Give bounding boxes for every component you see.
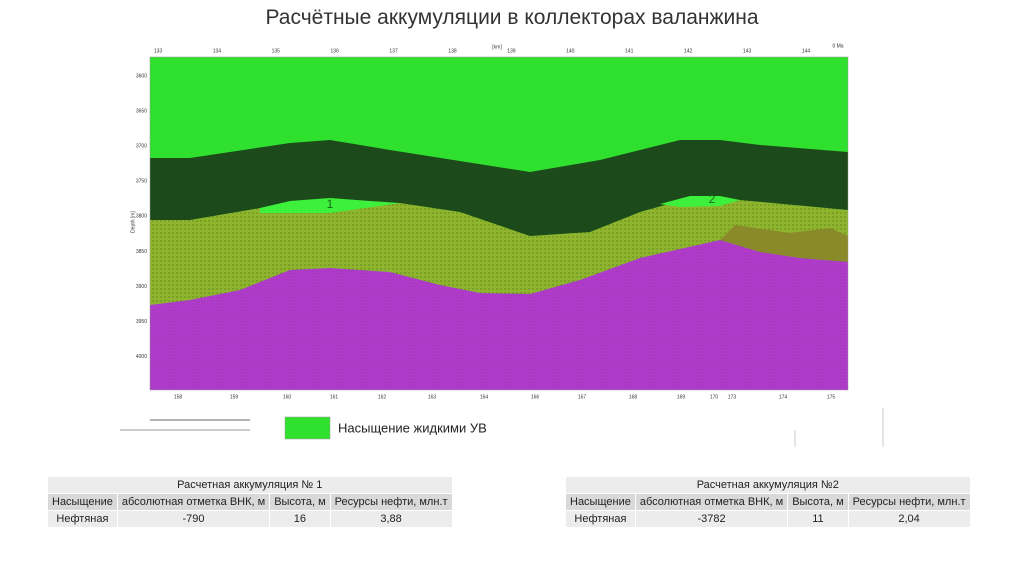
top-tick-label: 140 — [566, 48, 575, 54]
table-cell: Расчетная аккумуляция № 1 — [47, 476, 453, 494]
top-tick-label: 133 — [154, 48, 163, 54]
table-cell: 11 — [787, 510, 849, 528]
accumulation-table: Расчетная аккумуляция № 1 Насыщение абсолю… — [47, 476, 453, 528]
bottom-tick-label: 162 — [378, 394, 387, 400]
top-tick-label: 144 — [802, 48, 811, 54]
table-cell: Ресурсы нефти, млн.т — [329, 493, 453, 511]
reservoir-layer — [150, 198, 848, 305]
zone-label: 2 — [709, 192, 716, 206]
depth-tick-label: 3650 — [136, 108, 147, 114]
table-row: Насыщение абсолютная отметка ВНК, м Высота… — [565, 493, 971, 511]
bottom-tick-label: 166 — [531, 394, 540, 400]
basement-layer — [150, 240, 848, 390]
depth-tick-label: 3750 — [136, 179, 147, 185]
accumulation-table: Расчетная аккумуляция №2 Насыщение абсолют… — [565, 476, 971, 528]
bottom-tick-label: 164 — [480, 394, 489, 400]
top-tick-label: 138 — [448, 48, 457, 54]
depth-label: Depth [m] — [130, 211, 136, 233]
table-row: Расчетная аккумуляция №2 — [565, 476, 971, 494]
table-cell: Расчетная аккумуляция №2 — [565, 476, 971, 494]
axis-unit: [km] — [492, 44, 502, 50]
depth-tick-label: 3800 — [136, 214, 147, 220]
bottom-tick-label: 167 — [578, 394, 587, 400]
zone-label: 1 — [327, 197, 334, 211]
table-cell: Ресурсы нефти, млн.т — [847, 493, 971, 511]
table-cell: 2,04 — [847, 510, 971, 528]
bottom-tick-label: 170 — [710, 394, 719, 400]
legend-label: Насыщение жидкими УВ — [338, 420, 487, 435]
bottom-tick-label: 160 — [283, 394, 292, 400]
bottom-tick-label: 173 — [728, 394, 737, 400]
top-tick-label: 139 — [507, 48, 516, 54]
table-cell: -3782 — [634, 510, 789, 528]
bottom-tick-label: 159 — [230, 394, 239, 400]
table-row: Нефтяная -790 16 3,88 — [47, 510, 453, 528]
table-cell: 3,88 — [329, 510, 453, 528]
top-tick-label: 142 — [684, 48, 693, 54]
bottom-tick-label: 174 — [779, 394, 788, 400]
table-cell: Высота, м — [787, 493, 849, 511]
brown-lens — [720, 225, 848, 262]
table-row: Нефтяная -3782 11 2,04 — [565, 510, 971, 528]
table-row: Расчетная аккумуляция № 1 — [47, 476, 453, 494]
table-cell: Нефтяная — [47, 510, 118, 528]
table-cell: Насыщение — [565, 493, 636, 511]
top-tick-label: 137 — [389, 48, 398, 54]
table-cell: -790 — [116, 510, 271, 528]
depth-tick-label: 3700 — [136, 144, 147, 150]
table-cell: Нефтяная — [565, 510, 636, 528]
bottom-tick-label: 175 — [827, 394, 836, 400]
bottom-tick-label: 161 — [330, 394, 339, 400]
accumulation-1 — [260, 198, 400, 213]
depth-tick-label: 3950 — [136, 319, 147, 325]
top-tick-label: 134 — [213, 48, 222, 54]
top-tick-label: 141 — [625, 48, 634, 54]
depth-tick-label: 3900 — [136, 284, 147, 290]
table-cell: Насыщение — [47, 493, 118, 511]
bottom-tick-label: 169 — [677, 394, 686, 400]
depth-tick-label: 3600 — [136, 73, 147, 79]
table-cell: абсолютная отметка ВНК, м — [634, 493, 789, 511]
table-cell: Высота, м — [269, 493, 331, 511]
legend-swatch — [284, 416, 331, 440]
bottom-tick-label: 163 — [428, 394, 437, 400]
top-tick-label: 136 — [331, 48, 340, 54]
top-tick-label: 135 — [272, 48, 281, 54]
table-cell: 16 — [269, 510, 331, 528]
table-cell: абсолютная отметка ВНК, м — [116, 493, 271, 511]
bottom-tick-label: 168 — [629, 394, 638, 400]
top-tick-label: 143 — [743, 48, 752, 54]
bottom-tick-label: 158 — [174, 394, 183, 400]
slide-title: Расчётные аккумуляции в коллекторах вала… — [265, 6, 759, 29]
depth-tick-label: 3850 — [136, 249, 147, 255]
accumulation-2 — [660, 196, 740, 207]
age-label: 0 Ma — [832, 43, 843, 49]
frame — [149, 56, 849, 391]
depth-tick-label: 4000 — [136, 354, 147, 360]
seal-layer — [150, 140, 848, 236]
table-row: Насыщение абсолютная отметка ВНК, м Высота… — [47, 493, 453, 511]
